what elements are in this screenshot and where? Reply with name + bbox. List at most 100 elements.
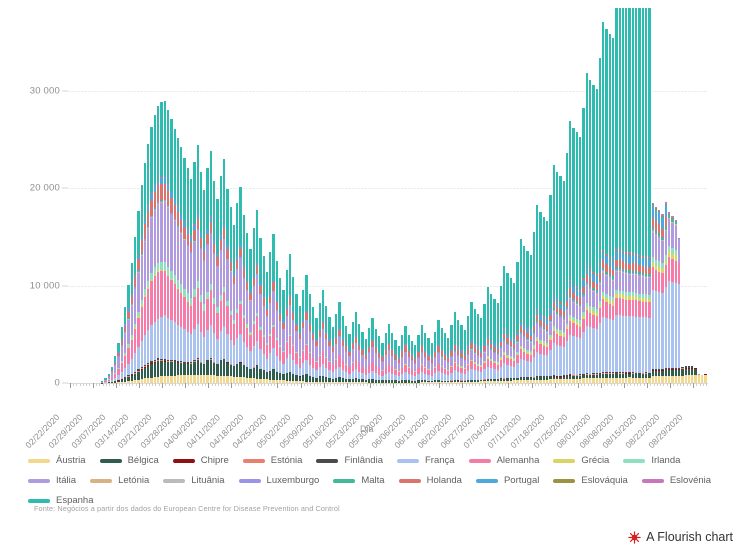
bar-segment[interactable] bbox=[608, 257, 611, 259]
bar-column[interactable] bbox=[644, 8, 649, 383]
bar-segment[interactable] bbox=[229, 206, 232, 259]
bar-segment[interactable] bbox=[279, 345, 282, 347]
bar-column[interactable] bbox=[140, 8, 144, 383]
bar-segment[interactable] bbox=[526, 333, 529, 338]
bar-column[interactable] bbox=[496, 8, 500, 383]
bar-segment[interactable] bbox=[137, 254, 140, 259]
bar-segment[interactable] bbox=[186, 229, 189, 235]
bar-segment[interactable] bbox=[180, 147, 183, 214]
bar-segment[interactable] bbox=[157, 376, 160, 383]
bar-segment[interactable] bbox=[615, 249, 618, 251]
bar-segment[interactable] bbox=[681, 375, 684, 383]
bar-segment[interactable] bbox=[302, 319, 305, 322]
bar-segment[interactable] bbox=[236, 376, 239, 383]
bar-segment[interactable] bbox=[391, 356, 394, 367]
bar-segment[interactable] bbox=[602, 295, 605, 300]
bar-segment[interactable] bbox=[232, 366, 236, 377]
bar-segment[interactable] bbox=[437, 380, 440, 383]
bar-segment[interactable] bbox=[486, 381, 489, 383]
bar-segment[interactable] bbox=[582, 278, 585, 280]
bar-column[interactable] bbox=[219, 8, 223, 383]
bar-segment[interactable] bbox=[209, 234, 213, 284]
bar-segment[interactable] bbox=[232, 283, 236, 320]
bar-segment[interactable] bbox=[153, 274, 157, 276]
bar-segment[interactable] bbox=[506, 334, 509, 339]
bar-segment[interactable] bbox=[532, 346, 536, 349]
bar-segment[interactable] bbox=[368, 328, 371, 346]
bar-segment[interactable] bbox=[661, 370, 664, 377]
bar-segment[interactable] bbox=[661, 240, 664, 241]
bar-segment[interactable] bbox=[288, 380, 292, 383]
bar-column[interactable] bbox=[658, 8, 662, 383]
bar-segment[interactable] bbox=[381, 355, 384, 358]
bar-segment[interactable] bbox=[470, 359, 473, 361]
bar-segment[interactable] bbox=[625, 373, 628, 378]
bar-segment[interactable] bbox=[206, 291, 209, 299]
bar-segment[interactable] bbox=[539, 379, 542, 383]
bar-segment[interactable] bbox=[506, 356, 509, 358]
bar-segment[interactable] bbox=[572, 286, 575, 293]
bar-segment[interactable] bbox=[457, 349, 460, 355]
bar-segment[interactable] bbox=[555, 299, 559, 301]
bar-segment[interactable] bbox=[140, 253, 143, 255]
bar-segment[interactable] bbox=[246, 324, 249, 328]
bar-segment[interactable] bbox=[387, 379, 391, 383]
bar-column[interactable] bbox=[648, 8, 652, 383]
bar-column[interactable] bbox=[668, 8, 672, 383]
bar-segment[interactable] bbox=[644, 298, 648, 303]
bar-segment[interactable] bbox=[529, 340, 532, 342]
bar-segment[interactable] bbox=[354, 336, 358, 343]
bar-segment[interactable] bbox=[635, 292, 638, 297]
bar-segment[interactable] bbox=[661, 214, 664, 216]
bar-segment[interactable] bbox=[529, 330, 532, 332]
bar-segment[interactable] bbox=[437, 382, 440, 383]
bar-segment[interactable] bbox=[503, 330, 506, 334]
bar-segment[interactable] bbox=[536, 339, 539, 342]
bar-segment[interactable] bbox=[555, 328, 559, 332]
bar-segment[interactable] bbox=[536, 377, 539, 380]
bar-segment[interactable] bbox=[536, 352, 539, 377]
bar-segment[interactable] bbox=[368, 382, 371, 383]
bar-segment[interactable] bbox=[130, 359, 133, 374]
bar-segment[interactable] bbox=[180, 292, 183, 328]
bar-segment[interactable] bbox=[328, 370, 331, 378]
bar-segment[interactable] bbox=[137, 258, 140, 271]
bar-segment[interactable] bbox=[170, 359, 173, 362]
bar-segment[interactable] bbox=[311, 358, 315, 368]
bar-column[interactable] bbox=[368, 8, 372, 383]
bar-segment[interactable] bbox=[242, 318, 246, 342]
bar-segment[interactable] bbox=[519, 377, 522, 378]
bar-column[interactable] bbox=[450, 8, 454, 383]
bar-segment[interactable] bbox=[153, 362, 157, 378]
bar-segment[interactable] bbox=[490, 381, 493, 383]
bar-segment[interactable] bbox=[328, 346, 331, 362]
bar-segment[interactable] bbox=[325, 382, 328, 383]
bar-segment[interactable] bbox=[559, 303, 562, 310]
bar-segment[interactable] bbox=[532, 320, 536, 322]
bar-segment[interactable] bbox=[239, 247, 242, 258]
bar-segment[interactable] bbox=[631, 254, 635, 264]
bar-segment[interactable] bbox=[117, 382, 120, 383]
bar-segment[interactable] bbox=[124, 356, 127, 369]
bar-segment[interactable] bbox=[582, 287, 585, 294]
bar-segment[interactable] bbox=[539, 339, 542, 342]
bar-segment[interactable] bbox=[417, 350, 420, 353]
bar-column[interactable] bbox=[377, 8, 382, 383]
bar-segment[interactable] bbox=[555, 300, 559, 301]
bar-segment[interactable] bbox=[147, 211, 150, 227]
bar-segment[interactable] bbox=[638, 297, 641, 302]
bar-segment[interactable] bbox=[621, 250, 625, 252]
bar-segment[interactable] bbox=[615, 377, 618, 383]
bar-segment[interactable] bbox=[407, 351, 410, 357]
bar-segment[interactable] bbox=[654, 235, 658, 237]
bar-segment[interactable] bbox=[427, 382, 430, 383]
bar-segment[interactable] bbox=[522, 352, 526, 361]
bar-segment[interactable] bbox=[519, 239, 522, 321]
bar-segment[interactable] bbox=[110, 370, 114, 372]
bar-segment[interactable] bbox=[635, 296, 638, 301]
bar-segment[interactable] bbox=[203, 250, 206, 261]
bar-column[interactable] bbox=[91, 8, 95, 383]
bar-segment[interactable] bbox=[598, 308, 602, 324]
bar-segment[interactable] bbox=[124, 355, 127, 357]
bar-segment[interactable] bbox=[466, 365, 470, 372]
